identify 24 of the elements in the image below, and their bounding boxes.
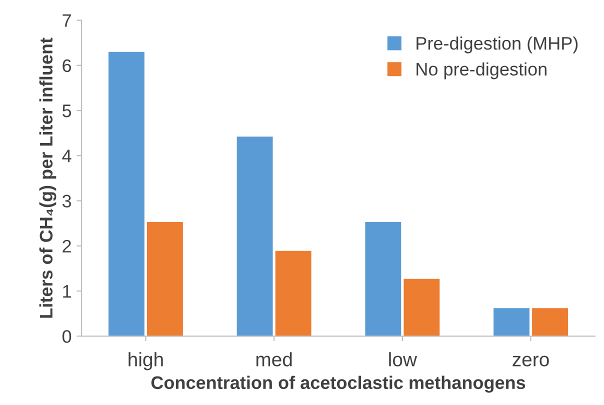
bar xyxy=(532,308,568,336)
x-tick-label: med xyxy=(256,352,292,366)
y-tick-label: 5 xyxy=(62,104,72,118)
x-tick-label: low xyxy=(389,352,418,366)
legend-label: Pre-digestion (MHP) xyxy=(416,36,578,54)
y-axis-title: Liters of CH₄(g) per Liter influent xyxy=(39,38,56,318)
bar xyxy=(147,222,183,336)
x-tick-label: zero xyxy=(512,356,549,366)
bar xyxy=(236,136,273,336)
bar xyxy=(365,222,402,336)
y-tick-label: 6 xyxy=(62,59,72,72)
legend-label: No pre-digestion xyxy=(416,62,546,80)
bar xyxy=(404,278,440,336)
bar xyxy=(275,250,312,336)
y-tick-label: 7 xyxy=(62,14,71,27)
bar xyxy=(108,52,144,336)
bar xyxy=(494,308,530,336)
y-tick-label: 3 xyxy=(62,194,72,208)
x-axis-title: Concentration of acetoclastic methanogens xyxy=(151,376,526,393)
y-tick-label: 0 xyxy=(62,330,72,343)
y-tick-label: 4 xyxy=(62,150,72,162)
y-tick-label: 1 xyxy=(63,285,71,298)
y-tick-label: 2 xyxy=(62,240,71,252)
x-tick-label: high xyxy=(128,352,163,370)
